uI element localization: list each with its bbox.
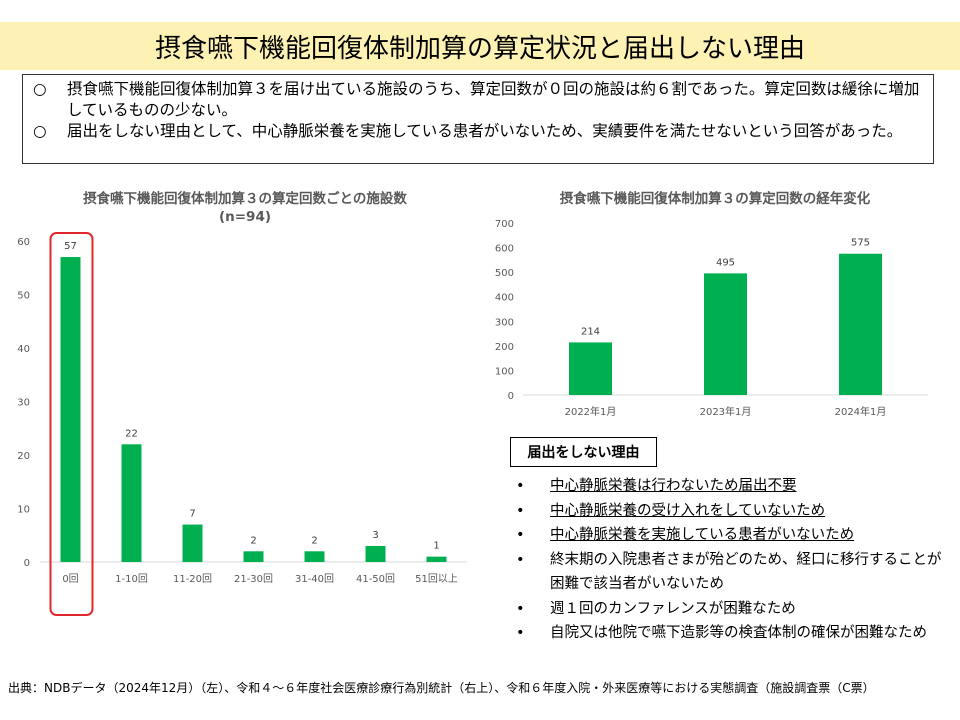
bullet: •	[516, 527, 525, 543]
summary-line: ○ 摂食嚥下機能回復体制加算３を届け出ている施設のうち、算定回数が０回の施設は約…	[33, 79, 923, 121]
highlight-frame	[49, 232, 94, 616]
y-tick-label: 200	[495, 342, 514, 353]
bar-value-label: 22	[125, 428, 138, 439]
y-tick-label: 20	[17, 451, 30, 462]
bar-value-label: 3	[372, 530, 378, 541]
left-chart-title: 摂食嚥下機能回復体制加算３の算定回数ごとの施設数	[83, 191, 407, 207]
left-bar-chart: 0 10 20 30 40 50 60 57 0回 22 1-10回 7 11-20回 2 21-30回 2 3…	[17, 232, 467, 616]
reason-item: • 週１回のカンファレンスが困難なため	[516, 597, 952, 622]
y-tick-label: 40	[17, 344, 30, 355]
bullet: •	[516, 625, 525, 641]
bar	[365, 545, 386, 562]
summary-bullet: ○	[33, 80, 47, 98]
bar	[839, 253, 882, 395]
bar-value-label: 214	[581, 326, 600, 337]
summary-text: 届出をしない理由として、中心静脈栄養を実施している患者がいないため、実績要件を満…	[67, 122, 903, 140]
y-tick-label: 700	[495, 219, 514, 230]
x-category-label: 0回	[62, 573, 78, 585]
reason-item: • 自院又は他院で嚥下造影等の検査体制の確保が困難なため	[516, 621, 952, 646]
bullet: •	[516, 478, 525, 494]
bar	[60, 257, 81, 562]
y-tick-label: 30	[17, 398, 30, 409]
x-category-label: 2024年1月	[835, 405, 887, 418]
summary-line: ○ 届出をしない理由として、中心静脈栄養を実施している患者がいないため、実績要件…	[33, 121, 923, 142]
bullet: •	[516, 551, 525, 568]
bar	[704, 273, 747, 395]
x-category-label: 2022年1月	[565, 405, 617, 418]
y-tick-label: 100	[495, 366, 514, 377]
y-tick-label: 10	[17, 505, 30, 516]
bar	[426, 556, 447, 562]
summary-bullet: ○	[33, 122, 47, 140]
left-chart-subtitle: (n=94)	[218, 209, 272, 225]
right-chart-title: 摂食嚥下機能回復体制加算３の算定回数の経年変化	[559, 191, 871, 207]
bar	[243, 551, 264, 562]
reason-text: 中心静脈栄養の受け入れをしていないため	[550, 502, 826, 519]
bar-value-label: 495	[716, 257, 735, 268]
reason-item: • 中心静脈栄養を実施している患者がいないため	[516, 523, 952, 548]
source-note: 出典：NDBデータ（2024年12月）（左）、令和４～６年度社会医療診療行為別統…	[8, 681, 875, 695]
y-tick-label: 500	[495, 268, 514, 279]
reason-item: • 中心静脈栄養は行わないため届出不要	[516, 474, 952, 499]
x-category-label: 2023年1月	[700, 405, 752, 418]
y-tick-label: 50	[17, 291, 30, 302]
reason-text: 終末期の入院患者さまが殆どのため、経口に移行することが困難で該当者がいないため	[550, 551, 942, 593]
summary-text: 摂食嚥下機能回復体制加算３を届け出ている施設のうち、算定回数が０回の施設は約６割…	[67, 80, 920, 119]
bullet: •	[516, 502, 525, 519]
reason-text: 中心静脈栄養は行わないため届出不要	[550, 478, 797, 494]
bar-value-label: 7	[189, 509, 195, 520]
y-tick-label: 300	[495, 317, 514, 328]
right-bar-chart: 0 100 200 300 400 500 600 700 214 2022年1月 495 2023年…	[495, 219, 928, 418]
reason-text: 週１回のカンファレンスが困難なため	[550, 600, 796, 617]
y-tick-label: 0	[508, 391, 514, 402]
reason-item: • 終末期の入院患者さまが殆どのため、経口に移行することが困難で該当者がいないため	[516, 548, 952, 597]
y-tick-label: 60	[17, 237, 30, 248]
x-category-label: 11-20回	[173, 573, 212, 585]
bar-value-label: 575	[851, 238, 870, 249]
bar	[121, 444, 142, 562]
y-tick-label: 400	[495, 293, 514, 304]
summary-box: ○ 摂食嚥下機能回復体制加算３を届け出ている施設のうち、算定回数が０回の施設は約…	[22, 74, 934, 164]
bar-value-label: 57	[64, 241, 77, 252]
bar	[569, 342, 612, 395]
x-category-label: 41-50回	[356, 573, 395, 585]
x-category-label: 21-30回	[234, 573, 273, 585]
reasons-heading: 届出をしない理由	[510, 437, 657, 467]
reason-text: 自院又は他院で嚥下造影等の検査体制の確保が困難なため	[550, 625, 927, 641]
x-category-label: 31-40回	[295, 573, 334, 585]
bar-value-label: 2	[250, 535, 256, 546]
reason-item: • 中心静脈栄養の受け入れをしていないため	[516, 499, 952, 524]
reason-text: 中心静脈栄養を実施している患者がいないため	[550, 527, 855, 543]
bar-value-label: 2	[311, 535, 317, 546]
x-category-label: 51回以上	[415, 573, 458, 585]
bar	[182, 524, 203, 562]
bar-value-label: 1	[433, 541, 439, 552]
y-tick-label: 600	[495, 244, 514, 255]
x-category-label: 1-10回	[115, 573, 148, 585]
y-tick-label: 0	[24, 558, 30, 569]
bullet: •	[516, 600, 525, 617]
bar	[304, 551, 325, 562]
page-title: 摂食嚥下機能回復体制加算の算定状況と届出しない理由	[0, 22, 960, 70]
reasons-list: • 中心静脈栄養は行わないため届出不要 • 中心静脈栄養の受け入れをしていないため • 中…	[516, 474, 952, 646]
